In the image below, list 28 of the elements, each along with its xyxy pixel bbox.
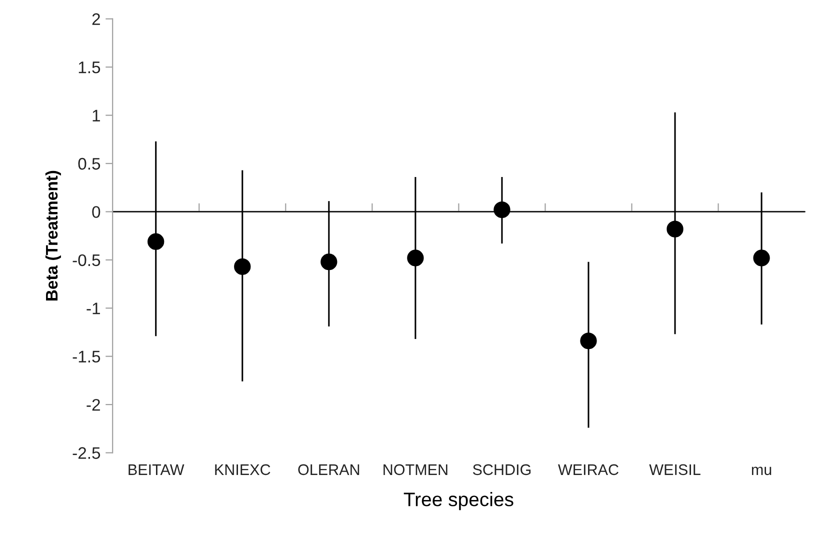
point xyxy=(407,250,424,266)
y-tick-label: -2.5 xyxy=(72,447,100,459)
x-tick-label: mu xyxy=(752,466,772,476)
point xyxy=(234,258,251,275)
y-tick-label: 2 xyxy=(92,13,100,25)
x-axis-title: Tree species xyxy=(404,492,514,510)
y-tick-label: -1 xyxy=(86,302,100,314)
y-tick-label: 0 xyxy=(92,206,100,218)
x-tick-label: SCHDIG xyxy=(472,464,531,476)
y-tick-label: 1.5 xyxy=(78,62,100,74)
point xyxy=(320,254,338,270)
y-tick-label: -1.5 xyxy=(72,350,100,363)
y-tick-label: -2 xyxy=(86,398,100,411)
point xyxy=(753,250,770,266)
point xyxy=(666,220,684,238)
x-tick-label: KNIEXC xyxy=(215,464,270,476)
x-tick-label: NOTMEN xyxy=(384,464,448,476)
x-tick-label: WEISIL xyxy=(649,464,700,476)
point xyxy=(580,332,597,350)
point xyxy=(494,201,510,218)
y-tick-label: 1 xyxy=(92,110,100,122)
point xyxy=(148,233,164,250)
x-tick-label: BEITAW xyxy=(128,464,184,475)
y-tick-label: 0.5 xyxy=(78,158,100,170)
y-tick-label: -0.5 xyxy=(72,254,100,266)
x-tick-label: OLERAN xyxy=(298,464,360,476)
y-axis-title: Beta (Treatment) xyxy=(45,170,61,300)
x-tick-label: WEIRAC xyxy=(558,464,618,476)
